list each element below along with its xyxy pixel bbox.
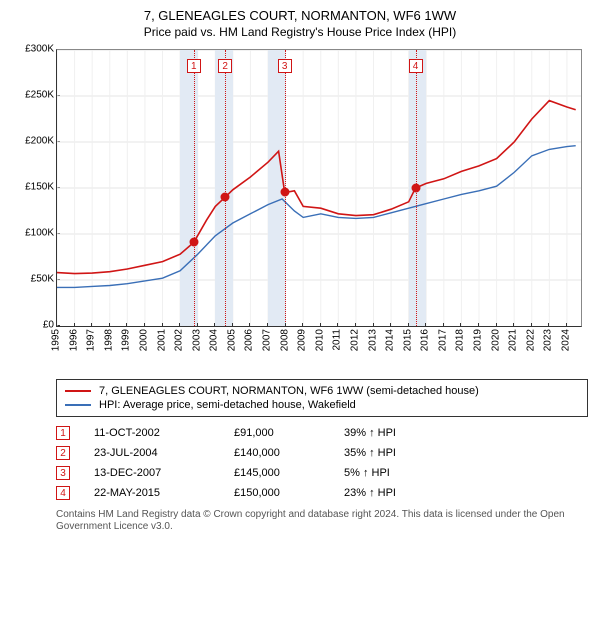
page-title: 7, GLENEAGLES COURT, NORMANTON, WF6 1WW	[12, 8, 588, 25]
x-tick-label: 2015	[402, 329, 413, 351]
x-tick-label: 2000	[138, 329, 149, 351]
footnote: Contains HM Land Registry data © Crown c…	[56, 509, 588, 533]
x-tick-label: 2024	[560, 329, 571, 351]
x-tick-label: 2010	[314, 329, 325, 351]
x-tick-label: 2016	[420, 329, 431, 351]
x-tick-label: 1997	[86, 329, 97, 351]
legend-label: HPI: Average price, semi-detached house,…	[99, 399, 356, 411]
marker-line	[225, 50, 226, 326]
x-tick-label: 2006	[244, 329, 255, 351]
y-tick-label: £300K	[25, 43, 54, 54]
marker-badge: 4	[409, 59, 423, 73]
transaction-hpi: 39% ↑ HPI	[344, 427, 396, 439]
x-tick-label: 2002	[174, 329, 185, 351]
x-tick-label: 2005	[226, 329, 237, 351]
x-tick-label: 2003	[191, 329, 202, 351]
transaction-date: 22-MAY-2015	[94, 487, 234, 499]
transaction-row: 2 23-JUL-2004£140,00035% ↑ HPI	[56, 443, 588, 463]
x-tick-label: 2007	[262, 329, 273, 351]
marker-badge: 1	[187, 59, 201, 73]
x-tick-label: 2012	[349, 329, 360, 351]
x-tick-label: 2022	[525, 329, 536, 351]
plot-area: 1 2 3 4	[56, 49, 582, 327]
transaction-hpi: 35% ↑ HPI	[344, 447, 396, 459]
x-tick-label: 2001	[156, 329, 167, 351]
transaction-date: 11-OCT-2002	[94, 427, 234, 439]
transactions-table: 1 11-OCT-2002£91,00039% ↑ HPI 2 23-JUL-2004…	[56, 423, 588, 503]
chart-area: £0£50K£100K£150K£200K£250K£300K 1234 199…	[12, 45, 588, 375]
x-tick-label: 2021	[508, 329, 519, 351]
x-tick-label: 1995	[51, 329, 62, 351]
x-tick-label: 1998	[103, 329, 114, 351]
transaction-price: £140,000	[234, 447, 344, 459]
x-tick-label: 1999	[121, 329, 132, 351]
x-axis: 1995199619971998199920002001200220032004…	[56, 327, 582, 375]
chart-container: 7, GLENEAGLES COURT, NORMANTON, WF6 1WW …	[0, 0, 600, 539]
marker-badge: 2	[218, 59, 232, 73]
marker-line	[285, 50, 286, 326]
transaction-badge: 4	[56, 486, 70, 500]
x-tick-label: 2013	[367, 329, 378, 351]
transaction-price: £145,000	[234, 467, 344, 479]
transaction-date: 13-DEC-2007	[94, 467, 234, 479]
y-tick-label: £250K	[25, 89, 54, 100]
marker-badge: 3	[278, 59, 292, 73]
x-tick-label: 2019	[473, 329, 484, 351]
x-tick-label: 2017	[437, 329, 448, 351]
legend-row: HPI: Average price, semi-detached house,…	[65, 398, 579, 412]
transaction-row: 4 22-MAY-2015£150,00023% ↑ HPI	[56, 483, 588, 503]
x-tick-label: 1996	[68, 329, 79, 351]
legend-swatch	[65, 390, 91, 392]
y-tick-label: £200K	[25, 135, 54, 146]
legend-swatch	[65, 404, 91, 406]
y-axis: £0£50K£100K£150K£200K£250K£300K	[12, 49, 56, 327]
x-tick-label: 2009	[297, 329, 308, 351]
transaction-badge: 3	[56, 466, 70, 480]
transaction-badge: 1	[56, 426, 70, 440]
transaction-badge: 2	[56, 446, 70, 460]
transaction-row: 1 11-OCT-2002£91,00039% ↑ HPI	[56, 423, 588, 443]
x-tick-label: 2004	[209, 329, 220, 351]
line-series	[57, 50, 581, 326]
legend-label: 7, GLENEAGLES COURT, NORMANTON, WF6 1WW …	[99, 385, 479, 397]
transaction-date: 23-JUL-2004	[94, 447, 234, 459]
transaction-hpi: 23% ↑ HPI	[344, 487, 396, 499]
marker-line	[194, 50, 195, 326]
legend: 7, GLENEAGLES COURT, NORMANTON, WF6 1WW …	[56, 379, 588, 417]
x-tick-label: 2023	[543, 329, 554, 351]
y-tick-label: £100K	[25, 227, 54, 238]
transaction-price: £150,000	[234, 487, 344, 499]
legend-row: 7, GLENEAGLES COURT, NORMANTON, WF6 1WW …	[65, 384, 579, 398]
x-tick-label: 2020	[490, 329, 501, 351]
y-tick-label: £50K	[31, 273, 54, 284]
transaction-price: £91,000	[234, 427, 344, 439]
page-subtitle: Price paid vs. HM Land Registry's House …	[12, 25, 588, 39]
transaction-hpi: 5% ↑ HPI	[344, 467, 390, 479]
x-tick-label: 2008	[279, 329, 290, 351]
marker-line	[416, 50, 417, 326]
transaction-row: 3 13-DEC-2007£145,0005% ↑ HPI	[56, 463, 588, 483]
y-tick-label: £150K	[25, 181, 54, 192]
x-tick-label: 2014	[385, 329, 396, 351]
x-tick-label: 2018	[455, 329, 466, 351]
x-tick-label: 2011	[332, 329, 343, 351]
